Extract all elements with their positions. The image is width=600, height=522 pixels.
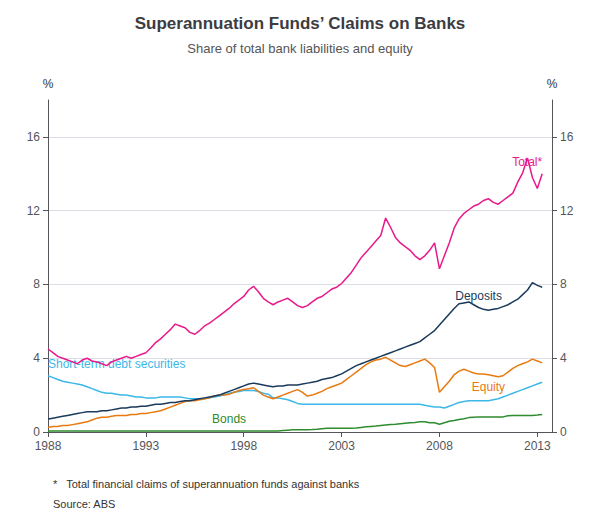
svg-text:Deposits: Deposits — [455, 289, 502, 303]
svg-text:8: 8 — [560, 277, 567, 291]
svg-text:Equity: Equity — [472, 380, 505, 394]
svg-text:2013: 2013 — [524, 439, 551, 453]
svg-text:* Total financial claims of: * Total financial claims of superannuati… — [53, 478, 360, 490]
svg-text:Superannuation Funds’ Claims o: Superannuation Funds’ Claims on Banks — [135, 14, 466, 33]
svg-text:Short-term debt securities: Short-term debt securities — [48, 357, 185, 371]
svg-text:Share of total bank liabilitie: Share of total bank liabilities and equi… — [187, 41, 413, 56]
svg-text:1993: 1993 — [133, 439, 160, 453]
svg-text:1998: 1998 — [230, 439, 257, 453]
svg-text:Total*: Total* — [512, 155, 542, 169]
svg-text:16: 16 — [560, 130, 574, 144]
svg-text:Source: ABS: Source: ABS — [53, 498, 115, 510]
svg-text:4: 4 — [560, 351, 567, 365]
svg-text:16: 16 — [27, 130, 41, 144]
svg-text:4: 4 — [33, 351, 40, 365]
svg-text:0: 0 — [33, 425, 40, 439]
svg-text:Bonds: Bonds — [212, 412, 246, 426]
svg-text:1988: 1988 — [35, 439, 62, 453]
svg-text:%: % — [43, 77, 54, 91]
svg-text:12: 12 — [27, 204, 41, 218]
svg-text:2003: 2003 — [328, 439, 355, 453]
svg-text:8: 8 — [33, 277, 40, 291]
svg-text:0: 0 — [560, 425, 567, 439]
svg-text:12: 12 — [560, 204, 574, 218]
svg-text:2008: 2008 — [426, 439, 453, 453]
svg-text:%: % — [547, 77, 558, 91]
